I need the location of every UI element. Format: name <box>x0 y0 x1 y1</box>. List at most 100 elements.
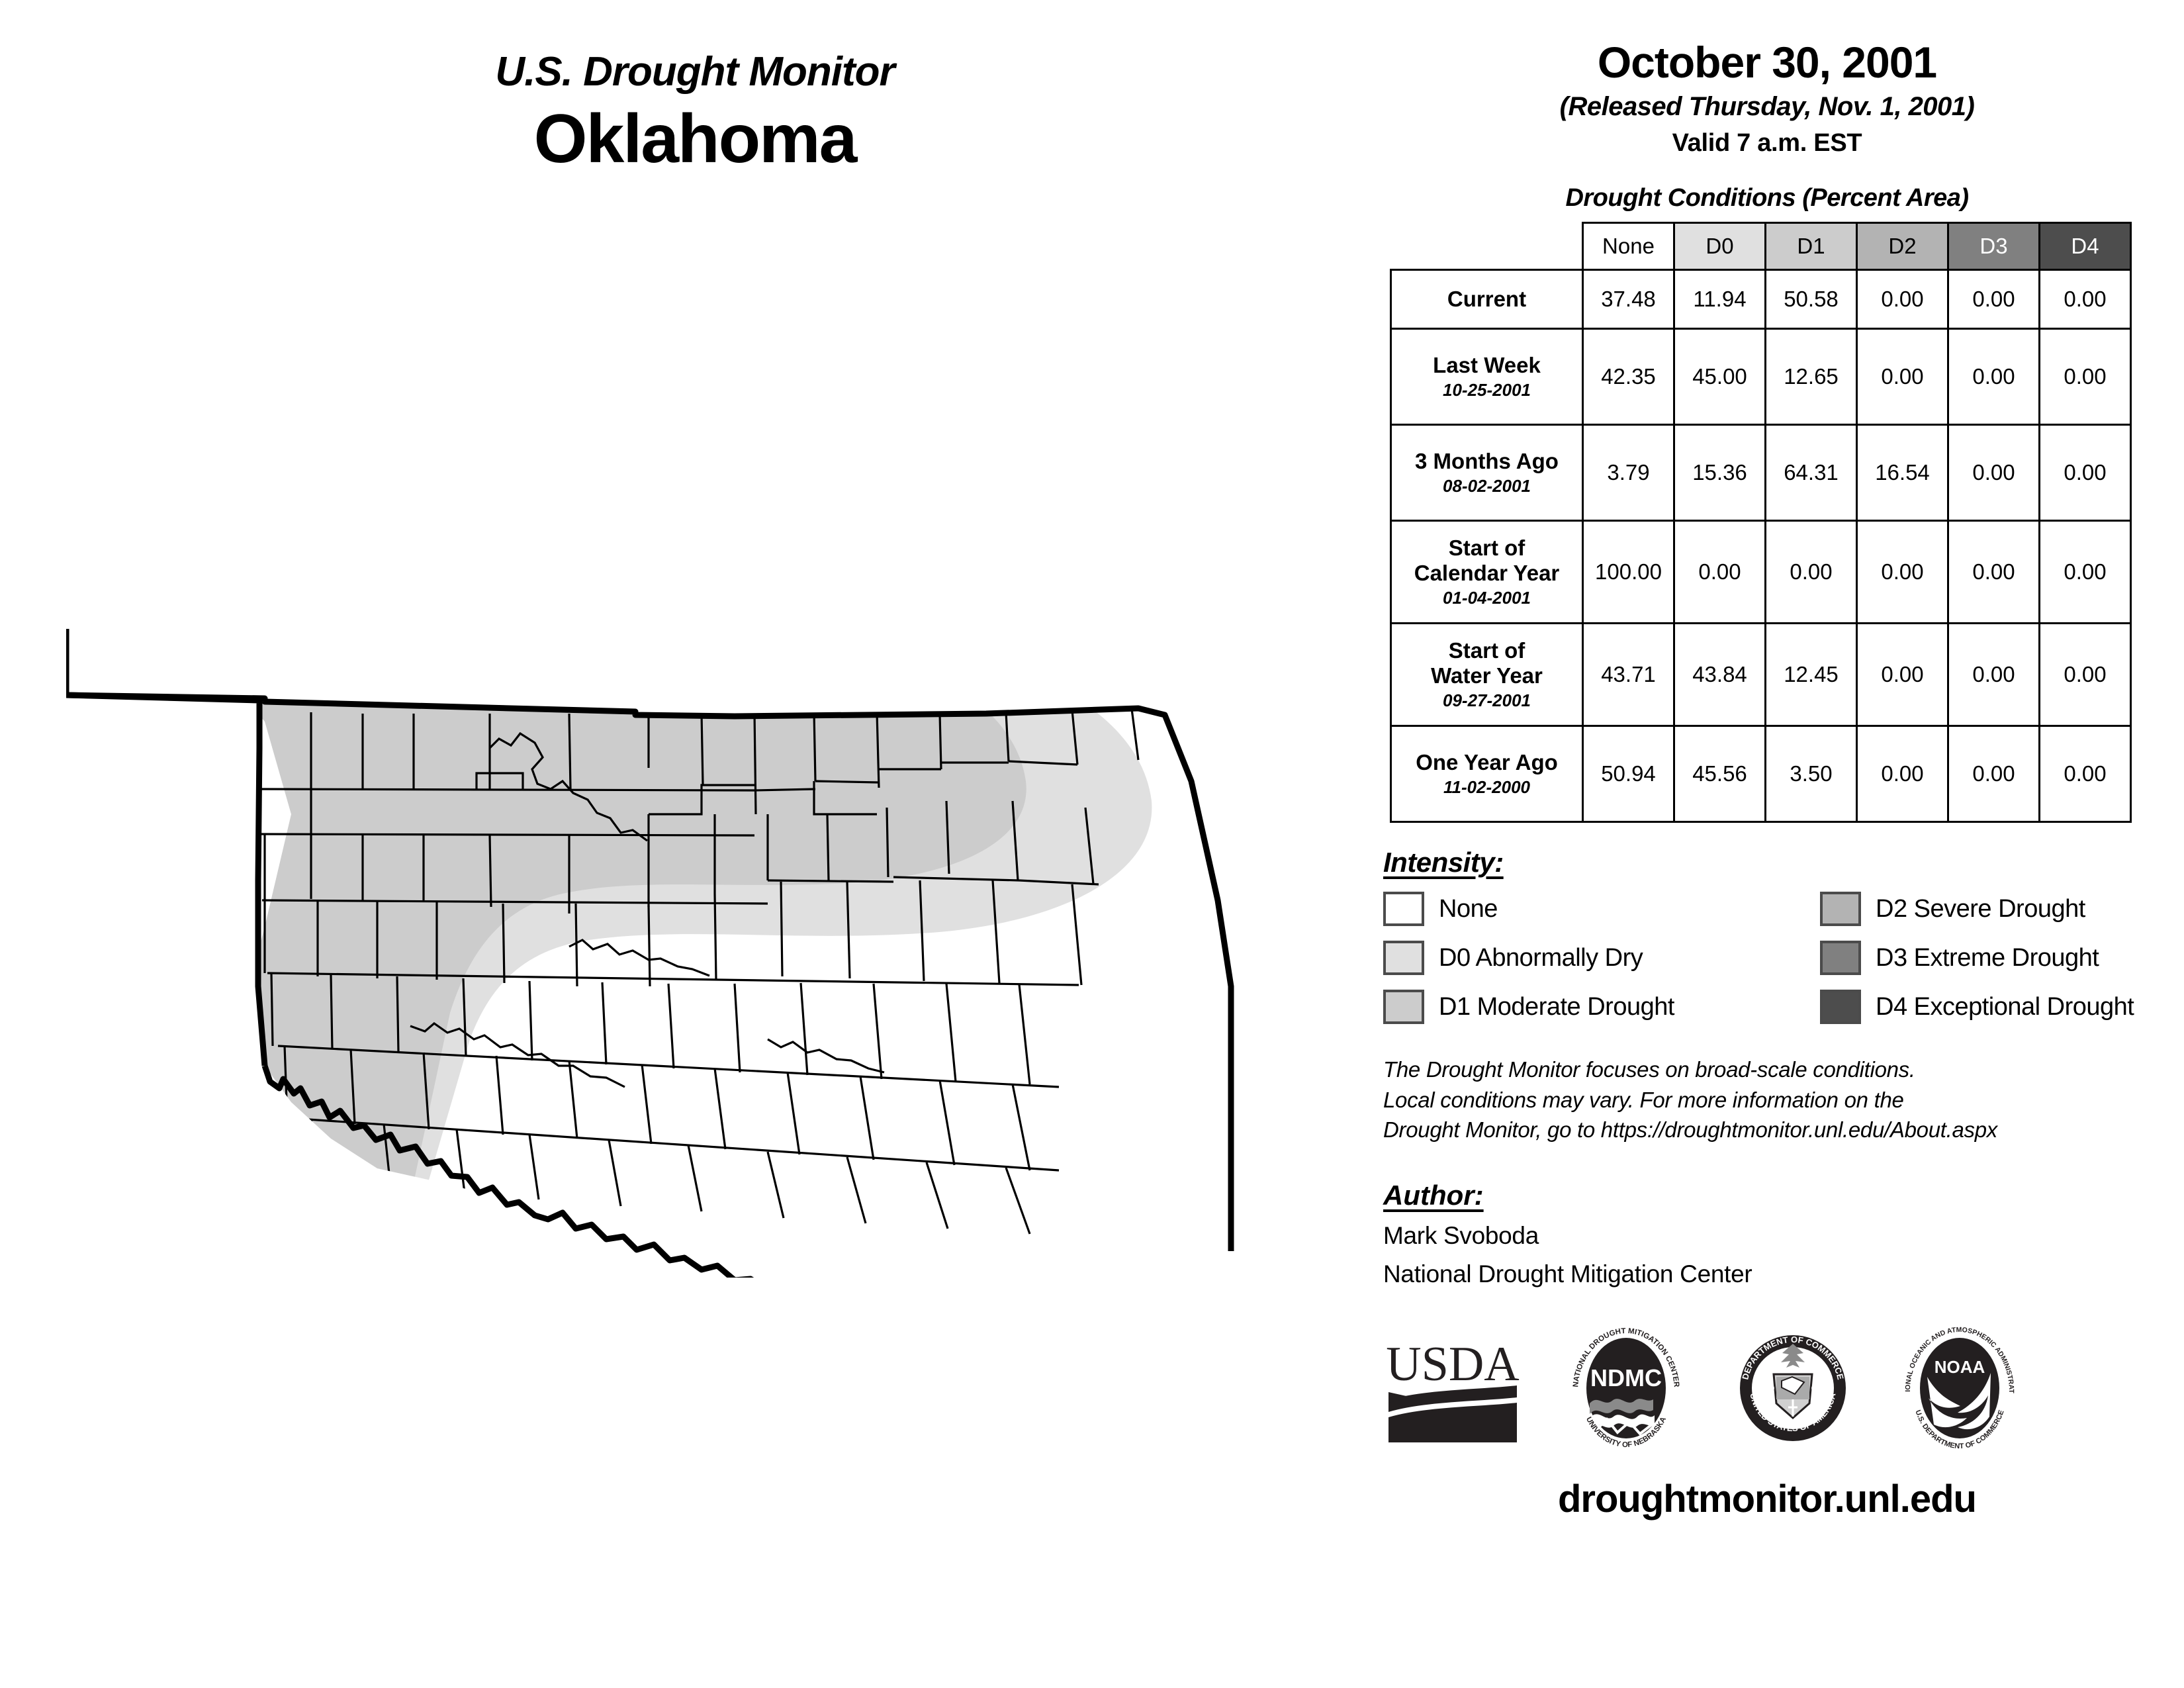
cell-r1-d4: 0.00 <box>2038 328 2132 426</box>
state-title: Oklahoma <box>533 101 858 177</box>
legend-item-5[interactable]: D4 Exceptional Drought <box>1820 990 2184 1025</box>
column-header-d1: D1 <box>1764 222 1858 271</box>
cell-r5-none: 50.94 <box>1582 725 1675 823</box>
row-label-line: One Year Ago <box>1416 750 1558 775</box>
cell-r0-d4: 0.00 <box>2038 269 2132 330</box>
table-row: Start of Water Year 09-27-2001 43.71 43.84 12… <box>1390 622 2132 727</box>
cell-r5-d4: 0.00 <box>2038 725 2132 823</box>
row-date: 11-02-2000 <box>1443 777 1531 798</box>
row-date: 08-02-2001 <box>1443 476 1531 496</box>
cell-r0-d0: 11.94 <box>1673 269 1766 330</box>
legend-grid: None D2 Severe Drought D0 Abnormally Dry D3… <box>1383 892 2158 1025</box>
cell-r4-d3: 0.00 <box>1947 622 2040 727</box>
state-outline-west <box>66 692 268 1066</box>
cell-r3-none: 100.00 <box>1582 520 1675 625</box>
legend-item-1[interactable]: D2 Severe Drought <box>1820 892 2184 927</box>
valid-time: Valid 7 a.m. EST <box>1672 129 1862 158</box>
cell-r1-d3: 0.00 <box>1947 328 2040 426</box>
row-label-line: Start of <box>1448 536 1525 561</box>
cell-r5-d2: 0.00 <box>1856 725 1949 823</box>
row-label-2: 3 Months Ago 08-02-2001 <box>1390 424 1584 522</box>
cell-r5-d3: 0.00 <box>1947 725 2040 823</box>
row-label-4: Start of Water Year 09-27-2001 <box>1390 622 1584 727</box>
date-block: October 30, 2001 (Released Thursday, Nov… <box>1377 38 2158 158</box>
cell-r3-d0: 0.00 <box>1673 520 1766 625</box>
cell-r0-d2: 0.00 <box>1856 269 1949 330</box>
cell-r4-none: 43.71 <box>1582 622 1675 727</box>
legend-label: None <box>1439 894 1498 923</box>
legend-item-4[interactable]: D1 Moderate Drought <box>1383 990 1820 1025</box>
legend-swatch-icon <box>1820 990 1861 1025</box>
legend-heading: Intensity: <box>1383 847 1504 878</box>
cell-r0-none: 37.48 <box>1582 269 1675 330</box>
legend-swatch-icon <box>1820 941 1861 976</box>
svg-text:NDMC: NDMC <box>1590 1364 1662 1391</box>
noaa-logo: NOAA NATIONAL OCEANIC AND ATMOSPHERIC AD… <box>1894 1319 2023 1454</box>
cell-r1-none: 42.35 <box>1582 328 1675 426</box>
legend-item-2[interactable]: D0 Abnormally Dry <box>1383 941 1820 976</box>
row-date: 09-27-2001 <box>1443 690 1531 711</box>
column-header-d0: D0 <box>1673 222 1766 271</box>
table-row: Last Week 10-25-2001 42.35 45.00 12.65 0.00 0.… <box>1390 328 2132 426</box>
cell-r4-d2: 0.00 <box>1856 622 1949 727</box>
intensity-legend: Intensity: None D2 Severe Drought D0 Abnor… <box>1383 847 2158 1025</box>
author-affiliation: National Drought Mitigation Center <box>1383 1260 1752 1288</box>
partner-logos: USDA NDMC NATIONAL DROUGHT MITIGATION CE <box>1383 1319 2158 1454</box>
row-label-line: Water Year <box>1431 663 1543 688</box>
cell-r3-d4: 0.00 <box>2038 520 2132 625</box>
cell-r1-d2: 0.00 <box>1856 328 1949 426</box>
row-label-line: Current <box>1447 287 1527 312</box>
cell-r2-d3: 0.00 <box>1947 424 2040 522</box>
cell-r4-d4: 0.00 <box>2038 622 2132 727</box>
cell-r1-d0: 45.00 <box>1673 328 1766 426</box>
author-heading: Author: <box>1383 1179 1484 1211</box>
cell-r4-d1: 12.45 <box>1764 622 1858 727</box>
cell-r0-d3: 0.00 <box>1947 269 2040 330</box>
cell-r2-none: 3.79 <box>1582 424 1675 522</box>
table-row: Current 37.48 11.94 50.58 0.00 0.00 0.00 <box>1390 269 2132 330</box>
disclaimer-line-1: The Drought Monitor focuses on broad-sca… <box>1383 1057 1915 1082</box>
legend-swatch-icon <box>1383 990 1424 1025</box>
disclaimer-line-2: Local conditions may vary. For more info… <box>1383 1087 1904 1112</box>
state-outline-south-red-river <box>261 1064 754 1278</box>
table-row: 3 Months Ago 08-02-2001 3.79 15.36 64.31 16.5… <box>1390 424 2132 522</box>
county-boundaries <box>66 630 1140 1235</box>
column-header-none: None <box>1582 222 1675 271</box>
valid-date: October 30, 2001 <box>1597 38 1937 87</box>
column-header-d4: D4 <box>2038 222 2132 271</box>
left-title-block: U.S. Drought Monitor Oklahoma <box>397 52 993 175</box>
ndmc-logo: NDMC NATIONAL DROUGHT MITIGATION CENTER … <box>1563 1325 1689 1454</box>
row-label-5: One Year Ago 11-02-2000 <box>1390 725 1584 823</box>
cell-r5-d1: 3.50 <box>1764 725 1858 823</box>
legend-label: D4 Exceptional Drought <box>1876 992 2134 1021</box>
table-row: Start of Calendar Year 01-04-2001 100.00 0.0… <box>1390 520 2132 625</box>
oklahoma-drought-map[interactable] <box>66 616 1324 1278</box>
state-outline-north-east <box>66 629 1234 1251</box>
legend-label: D3 Extreme Drought <box>1876 943 2099 972</box>
cell-r3-d1: 0.00 <box>1764 520 1858 625</box>
cell-r2-d4: 0.00 <box>2038 424 2132 522</box>
row-label-1: Last Week 10-25-2001 <box>1390 328 1584 426</box>
svg-text:NOAA: NOAA <box>1934 1357 1985 1377</box>
drought-conditions-table: None D0 D1 D2 D3 D4 Current 37.48 11.94 50.… <box>1390 222 2132 823</box>
released-date: (Released Thursday, Nov. 1, 2001) <box>1559 92 1975 122</box>
legend-item-0[interactable]: None <box>1383 892 1820 927</box>
page-title: U.S. Drought Monitor <box>495 49 895 95</box>
table-caption: Drought Conditions (Percent Area) <box>1565 184 1969 212</box>
cell-r3-d3: 0.00 <box>1947 520 2040 625</box>
cell-r2-d1: 64.31 <box>1764 424 1858 522</box>
table-row: One Year Ago 11-02-2000 50.94 45.56 3.50 0.00… <box>1390 725 2132 823</box>
cell-r2-d2: 16.54 <box>1856 424 1949 522</box>
map-svg <box>66 629 1234 1278</box>
disclaimer-line-3[interactable]: Drought Monitor, go to https://droughtmo… <box>1383 1117 1997 1143</box>
footer-url[interactable]: droughtmonitor.unl.edu <box>1557 1477 1977 1521</box>
legend-item-3[interactable]: D3 Extreme Drought <box>1820 941 2184 976</box>
row-label-line: Last Week <box>1433 353 1541 378</box>
cell-r5-d0: 45.56 <box>1673 725 1766 823</box>
cell-r3-d2: 0.00 <box>1856 520 1949 625</box>
row-label-line: 3 Months Ago <box>1415 449 1559 474</box>
cell-r0-d1: 50.58 <box>1764 269 1858 330</box>
row-date: 10-25-2001 <box>1443 380 1531 400</box>
table-header-row: None D0 D1 D2 D3 D4 <box>1391 222 2132 271</box>
legend-label: D2 Severe Drought <box>1876 894 2085 923</box>
